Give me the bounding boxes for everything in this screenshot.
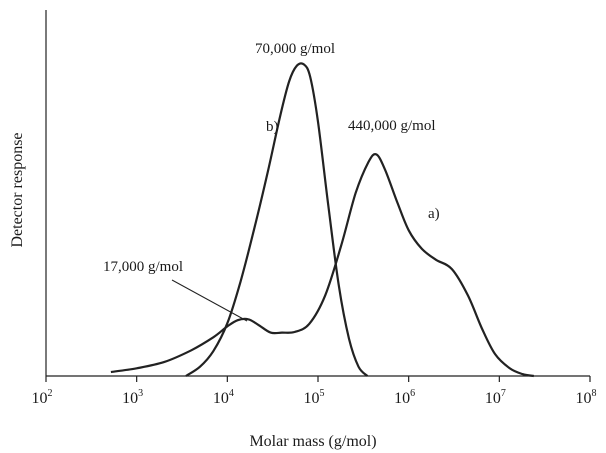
- x-tick-label: 107: [485, 388, 506, 407]
- annotation-a-label: a): [428, 206, 440, 222]
- annotation-17000-pointer: [171, 279, 248, 322]
- x-tick-label: 103: [122, 388, 143, 407]
- x-tick-label: 104: [213, 388, 234, 407]
- annotation-70000: 70,000 g/mol: [255, 41, 335, 57]
- x-tick-label: 102: [32, 388, 53, 407]
- x-axis-ticks: 102 103 104 105 106 107 108: [32, 376, 597, 407]
- x-tick-label: 108: [576, 388, 597, 407]
- annotation-440000: 440,000 g/mol: [348, 118, 436, 134]
- x-tick-label: 106: [394, 388, 415, 407]
- annotation-17000: 17,000 g/mol: [103, 259, 183, 275]
- series-b-curve: [185, 62, 369, 377]
- x-tick-label: 105: [304, 388, 325, 407]
- x-axis-title: Molar mass (g/mol): [249, 433, 376, 450]
- y-axis-title: Detector response: [9, 132, 26, 247]
- annotation-b-label: b): [266, 119, 279, 135]
